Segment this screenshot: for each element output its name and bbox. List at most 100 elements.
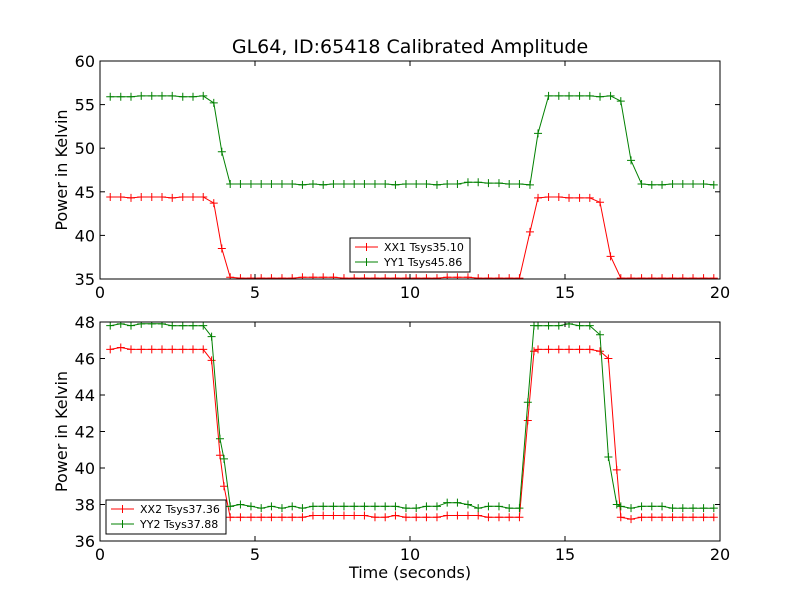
- data-point: [575, 91, 584, 100]
- data-point: [443, 179, 452, 188]
- data-point: [116, 343, 125, 352]
- data-point: [298, 273, 307, 279]
- chart-title: GL64, ID:65418 Calibrated Amplitude: [232, 36, 588, 58]
- data-point: [360, 179, 369, 188]
- data-point: [544, 193, 553, 202]
- data-point: [147, 322, 156, 328]
- data-point: [443, 511, 452, 520]
- data-point: [523, 398, 532, 407]
- data-point: [147, 193, 156, 202]
- y-tick-label: 40: [75, 226, 95, 245]
- data-point: [505, 274, 514, 279]
- data-point: [565, 322, 574, 328]
- y-tick-label: 36: [75, 532, 95, 551]
- data-point: [350, 511, 359, 520]
- data-point: [575, 193, 584, 202]
- x-tick-label: 20: [710, 545, 730, 564]
- data-point: [391, 502, 400, 511]
- data-point: [616, 513, 625, 522]
- series-line-1: [110, 196, 714, 279]
- data-point: [189, 193, 197, 202]
- data-point: [422, 502, 431, 511]
- data-point: [257, 274, 266, 279]
- legend-marker: [362, 243, 371, 251]
- data-point: [298, 513, 307, 522]
- lower-panel: 0 5 10 15 20 36 38 40 42 44 46 48 Power in Kelvin XX2…: [52, 313, 730, 564]
- data-point: [565, 193, 574, 202]
- data-point: [709, 504, 718, 513]
- legend-marker: [118, 520, 127, 528]
- data-point: [370, 513, 379, 522]
- data-point: [106, 92, 115, 101]
- legend-label: YY1 Tsys45.86: [383, 256, 462, 269]
- data-point: [544, 322, 553, 330]
- data-point: [668, 504, 677, 513]
- legend-marker: [362, 258, 371, 266]
- data-point: [246, 274, 255, 279]
- data-point: [534, 322, 543, 330]
- data-point: [207, 332, 216, 341]
- data-point: [463, 273, 472, 279]
- data-point: [217, 244, 226, 253]
- data-point: [158, 91, 166, 100]
- data-point: [298, 504, 307, 513]
- data-point: [494, 502, 503, 511]
- data-point: [360, 502, 369, 511]
- legend-box: [349, 237, 471, 273]
- data-point: [246, 179, 255, 188]
- data-point: [370, 502, 379, 511]
- data-point: [329, 179, 338, 188]
- data-point: [432, 180, 441, 189]
- data-point: [158, 193, 166, 202]
- data-point: [596, 92, 605, 101]
- data-point: [381, 502, 390, 511]
- data-point: [585, 322, 594, 330]
- data-point: [106, 322, 115, 330]
- data-point: [350, 274, 359, 279]
- data-point: [116, 322, 125, 328]
- data-point: [604, 354, 613, 363]
- data-point: [350, 502, 359, 511]
- data-point: [453, 511, 462, 520]
- data-point: [565, 345, 574, 354]
- data-point: [168, 345, 177, 354]
- data-point: [189, 92, 197, 101]
- data-point: [658, 180, 667, 189]
- data-point: [668, 179, 677, 188]
- data-point: [534, 129, 543, 138]
- data-point: [678, 179, 687, 188]
- data-point: [236, 513, 245, 522]
- data-point: [709, 513, 718, 522]
- data-point: [678, 504, 687, 513]
- data-point: [443, 273, 452, 279]
- data-point: [612, 465, 621, 474]
- data-point: [116, 92, 125, 101]
- data-point: [226, 179, 235, 188]
- data-point: [412, 513, 421, 522]
- data-point: [494, 274, 503, 279]
- data-point: [308, 273, 317, 279]
- data-point: [523, 416, 532, 425]
- data-point: [381, 274, 390, 279]
- data-point: [257, 513, 266, 522]
- data-point: [339, 502, 348, 511]
- data-point: [484, 179, 493, 188]
- plot-area: [106, 91, 718, 279]
- data-point: [709, 274, 718, 279]
- y-tick-label: 35: [75, 270, 95, 289]
- x-tick-label: 15: [555, 283, 575, 302]
- data-point: [158, 345, 166, 354]
- data-point: [658, 513, 667, 522]
- data-point: [189, 345, 197, 354]
- data-point: [606, 252, 615, 261]
- data-point: [484, 274, 493, 279]
- data-point: [178, 322, 187, 330]
- data-point: [463, 500, 472, 509]
- data-point: [158, 322, 166, 328]
- data-point: [505, 179, 514, 188]
- data-point: [350, 179, 359, 188]
- data-point: [267, 179, 276, 188]
- x-tick-label: 10: [400, 545, 420, 564]
- data-point: [147, 345, 156, 354]
- data-point: [616, 502, 625, 511]
